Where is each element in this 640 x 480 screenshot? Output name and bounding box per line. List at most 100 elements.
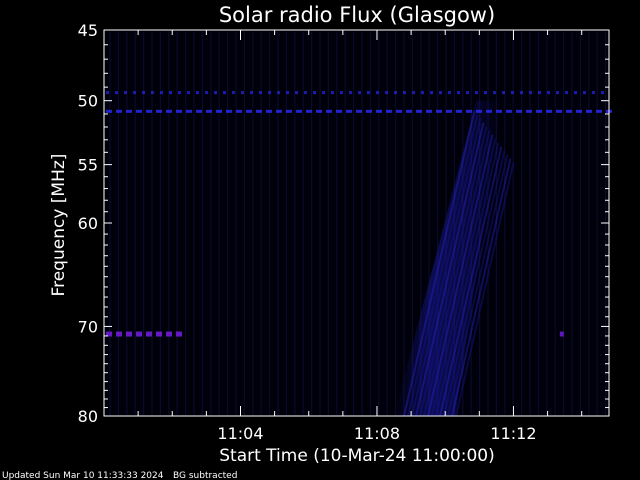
interference-line — [426, 109, 432, 113]
interference-line — [176, 109, 182, 113]
interference-line — [246, 109, 252, 113]
burst-streak — [407, 114, 479, 417]
interference-line — [126, 109, 132, 113]
burst-streak — [411, 118, 482, 417]
interference-line — [166, 331, 172, 337]
interference-line — [226, 109, 232, 113]
y-tick-label: 60 — [78, 214, 98, 233]
interference-line — [187, 91, 190, 95]
interference-line — [142, 91, 145, 95]
interference-line — [266, 109, 272, 113]
interference-line — [106, 109, 112, 113]
interference-line — [592, 91, 595, 95]
interference-line — [446, 109, 452, 113]
interference-line — [366, 109, 372, 113]
interference-line — [596, 109, 602, 113]
interference-line — [457, 91, 460, 95]
interference-line — [166, 109, 172, 113]
interference-line — [430, 91, 433, 95]
interference-line — [133, 91, 136, 95]
interference-line — [178, 91, 181, 95]
interference-line — [516, 109, 522, 113]
interference-line — [196, 109, 202, 113]
interference-line — [466, 91, 469, 95]
interference-line — [456, 109, 462, 113]
interference-line — [394, 91, 397, 95]
interference-line — [268, 91, 271, 95]
interference-line — [506, 109, 512, 113]
interference-line — [115, 91, 118, 95]
burst-streak — [447, 154, 509, 417]
y-tick-label: 55 — [78, 156, 98, 175]
interference-line — [331, 91, 334, 95]
interference-line — [277, 91, 280, 95]
interference-line — [106, 331, 112, 337]
interference-line — [385, 91, 388, 95]
interference-line — [232, 91, 235, 95]
interference-line — [286, 91, 289, 95]
interference-line — [136, 331, 142, 337]
interference-line — [466, 109, 472, 113]
interference-line — [296, 109, 302, 113]
interference-line — [206, 109, 212, 113]
x-tick-label: 11:04 — [217, 424, 263, 443]
interference-line — [322, 91, 325, 95]
interference-line — [496, 109, 502, 113]
interference-line — [223, 91, 226, 95]
bg-note: BG subtracted — [173, 471, 237, 480]
burst-envelope — [394, 100, 503, 417]
x-axis-label: Start Time (10-Mar-24 11:00:00) — [219, 446, 494, 466]
interference-line — [358, 91, 361, 95]
interference-line — [546, 109, 552, 113]
interference-line — [574, 91, 577, 95]
plot-area — [103, 29, 612, 417]
burst-streak — [423, 130, 491, 417]
interference-line — [367, 91, 370, 95]
interference-line — [556, 91, 559, 95]
burst-streak — [419, 126, 488, 417]
interference-line — [116, 331, 122, 337]
interference-line — [436, 109, 442, 113]
interference-line — [316, 109, 322, 113]
y-axis: 45 50 55 60 70 80 — [78, 21, 609, 426]
interference-line — [529, 91, 532, 95]
y-tick-label: 70 — [78, 317, 98, 336]
interference-line — [376, 109, 382, 113]
interference-line — [136, 109, 142, 113]
burst-streak — [455, 162, 515, 417]
interference-line — [340, 91, 343, 95]
interference-spot — [559, 331, 564, 337]
interference-line — [396, 109, 402, 113]
interference-line — [124, 91, 127, 95]
burst-streak — [403, 110, 476, 417]
interference-line — [256, 109, 262, 113]
interference-line — [186, 109, 192, 113]
interference-line — [601, 91, 604, 95]
interference-line — [484, 91, 487, 95]
interference-line — [566, 109, 572, 113]
y-tick-label: 45 — [78, 21, 98, 40]
burst-streak — [415, 122, 485, 417]
interference-line — [216, 109, 222, 113]
interference-line — [205, 91, 208, 95]
burst-streak — [451, 158, 512, 417]
interference-line — [493, 91, 496, 95]
interference-line — [356, 109, 362, 113]
burst-streak — [431, 138, 497, 417]
interference-line — [336, 109, 342, 113]
interference-line — [286, 109, 292, 113]
burst-streak — [427, 134, 494, 417]
burst-streak — [435, 142, 500, 417]
interference-line — [236, 109, 242, 113]
interference-line — [556, 109, 562, 113]
y-tick-label: 50 — [78, 92, 98, 111]
interference-line — [583, 91, 586, 95]
interference-line — [547, 91, 550, 95]
interference-line — [576, 109, 582, 113]
interference-line — [486, 109, 492, 113]
solar-burst-group — [394, 100, 515, 417]
interference-line — [151, 91, 154, 95]
interference-line — [126, 331, 132, 337]
interference-line — [250, 91, 253, 95]
interference-line — [586, 109, 592, 113]
